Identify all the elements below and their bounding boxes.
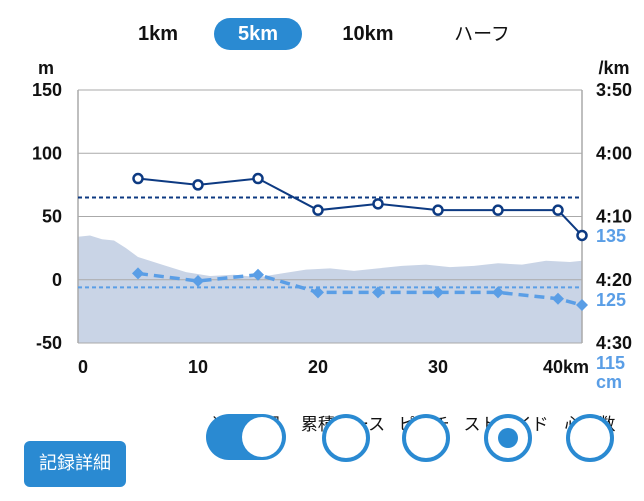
pace-point [252, 172, 264, 185]
right-tick-label: 4:30 [596, 333, 632, 353]
stride-right-label: 125 [596, 290, 626, 310]
stride-right-label: cm [596, 372, 622, 392]
pace-chart: 150 100 50 0 -50 m/km3:50 4:00 4:10 4:20 4:30 0 10 2… [32, 58, 632, 392]
right-tick-label: 4:10 [596, 207, 632, 227]
stride-point [312, 286, 324, 299]
additional-info-toggle[interactable] [206, 414, 286, 460]
left-axis-unit: m [38, 58, 54, 78]
stride-point [132, 267, 144, 280]
x-tick-label: 30 [428, 357, 448, 377]
stride-point [252, 268, 264, 281]
pace-point [552, 204, 564, 216]
stride-point [432, 286, 444, 299]
left-tick-label: -50 [36, 333, 62, 353]
tab-half[interactable]: ハーフ [454, 23, 510, 45]
pace-point [432, 204, 444, 216]
heart-rate-radio[interactable] [566, 414, 614, 462]
stride-right-label: 115 [596, 353, 625, 373]
pace-point [576, 229, 588, 242]
stride-point [576, 299, 588, 312]
left-tick-label: 0 [52, 270, 62, 290]
tab-1km[interactable]: 1km [137, 23, 179, 45]
x-tick-label: 20 [308, 357, 328, 377]
right-tick-label: 3:50 [596, 80, 632, 100]
x-tick-label: 10 [188, 357, 208, 377]
left-tick-label: 150 [32, 80, 62, 100]
cumulative-pace-radio[interactable] [322, 414, 370, 462]
right-axis-unit: /km [598, 58, 629, 78]
left-tick-label: 100 [32, 143, 62, 163]
pace-line [137, 177, 583, 237]
toggle-knob [242, 417, 282, 457]
stride-radio[interactable] [484, 414, 532, 462]
right-tick-label: 4:00 [596, 143, 632, 163]
pace-point [372, 198, 384, 210]
pitch-radio[interactable] [402, 414, 450, 462]
stride-point [192, 275, 204, 288]
left-tick-label: 50 [42, 207, 62, 227]
tab-10km[interactable]: 10km [342, 23, 394, 45]
distance-tabs: 1km 5km 10km ハーフ [0, 14, 644, 54]
elevation-area [78, 235, 582, 343]
pace-point [492, 204, 504, 216]
record-detail-button[interactable]: 記録詳細 [24, 441, 126, 487]
x-tick-label: 40km [543, 357, 589, 377]
stride-radio-dot [498, 428, 518, 448]
stride-right-label: 135 [596, 226, 626, 246]
pace-point [312, 204, 324, 216]
stride-point [492, 286, 504, 299]
pace-point [132, 172, 144, 185]
stride-point [372, 286, 384, 299]
right-tick-label: 4:20 [596, 270, 632, 290]
x-tick-label: 0 [78, 357, 88, 377]
pace-point [192, 179, 204, 191]
tab-5km[interactable]: 5km [214, 18, 302, 50]
stride-point [552, 292, 564, 305]
